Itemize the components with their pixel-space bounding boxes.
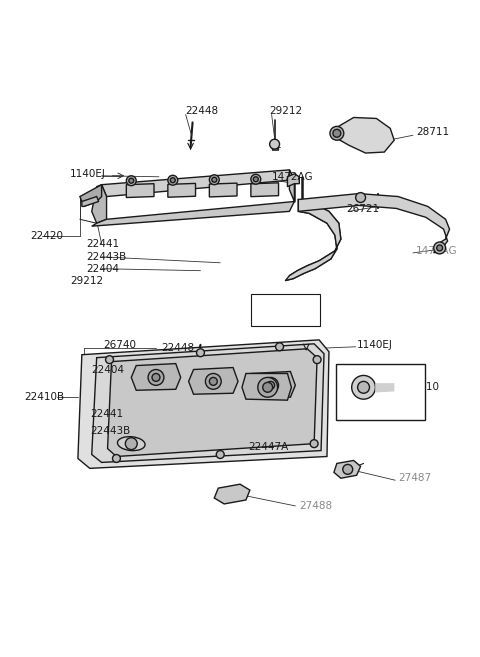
Text: 26722A: 26722A [277,306,318,315]
Polygon shape [335,118,394,153]
Polygon shape [92,202,294,226]
Circle shape [209,175,219,185]
Circle shape [437,245,443,251]
Circle shape [263,377,278,394]
Text: 22404: 22404 [92,365,125,374]
Circle shape [209,377,217,386]
Circle shape [276,343,284,351]
Text: 22441: 22441 [90,409,123,419]
Text: 26740: 26740 [104,340,137,350]
Ellipse shape [118,437,145,451]
Circle shape [205,373,221,390]
Text: 1140EJ: 1140EJ [70,169,106,179]
Polygon shape [168,183,195,197]
Text: 1472AG: 1472AG [416,246,457,256]
Circle shape [263,382,273,392]
Circle shape [196,349,204,357]
Polygon shape [298,194,450,253]
Text: 26510: 26510 [406,382,439,392]
Polygon shape [246,371,295,398]
Circle shape [212,177,217,182]
Text: 22404: 22404 [86,263,119,274]
Text: 22443B: 22443B [86,252,126,262]
Polygon shape [92,344,324,463]
Polygon shape [272,142,278,150]
Polygon shape [288,174,300,187]
Circle shape [310,440,318,447]
Circle shape [170,178,175,183]
FancyBboxPatch shape [336,363,425,420]
Polygon shape [214,484,250,504]
Text: 26502: 26502 [347,402,380,412]
Polygon shape [102,170,294,196]
Polygon shape [80,185,102,206]
Circle shape [333,129,341,137]
Polygon shape [108,349,317,457]
Polygon shape [78,340,329,468]
Text: 1140EJ: 1140EJ [357,340,393,350]
Text: 27488: 27488 [300,501,333,511]
Text: 22441: 22441 [86,239,119,249]
Polygon shape [242,373,291,400]
Text: 22410B: 22410B [24,392,65,402]
Circle shape [356,193,366,202]
Text: 28711: 28711 [416,127,449,137]
Circle shape [112,455,120,463]
Polygon shape [82,196,99,206]
Circle shape [106,355,113,363]
Polygon shape [189,367,238,394]
Circle shape [434,242,445,254]
Circle shape [251,174,261,184]
Circle shape [313,355,321,363]
Text: 26721: 26721 [347,204,380,214]
Polygon shape [92,185,107,223]
Polygon shape [289,170,294,202]
Circle shape [270,139,279,149]
Circle shape [168,175,178,185]
Polygon shape [126,184,154,198]
Text: 22448: 22448 [186,106,219,116]
Text: 22443B: 22443B [90,426,130,436]
Polygon shape [131,363,180,390]
Text: 29212: 29212 [70,275,103,286]
Text: 22420: 22420 [30,231,63,241]
Circle shape [343,464,353,474]
Polygon shape [251,183,278,196]
Polygon shape [334,461,360,478]
Circle shape [126,176,136,186]
Circle shape [358,381,370,394]
Circle shape [330,126,344,140]
FancyBboxPatch shape [251,294,320,326]
Circle shape [352,375,375,399]
Circle shape [216,451,224,459]
Text: 27487: 27487 [398,473,431,484]
Polygon shape [209,183,237,197]
Text: 29212: 29212 [270,106,303,116]
Circle shape [148,369,164,386]
Text: 22448: 22448 [161,343,194,353]
Circle shape [152,373,160,381]
Circle shape [267,381,275,390]
Circle shape [258,377,277,397]
Text: 1472AG: 1472AG [272,171,313,182]
Polygon shape [286,200,341,281]
Text: 22447A: 22447A [248,442,288,451]
Circle shape [253,177,258,182]
Circle shape [125,438,137,449]
Circle shape [129,178,134,183]
